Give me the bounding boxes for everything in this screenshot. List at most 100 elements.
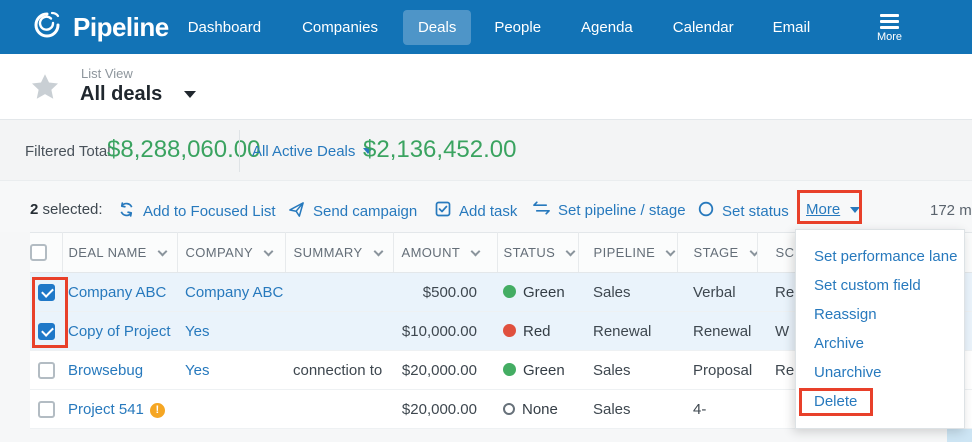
nav-more-button[interactable]: More [877,12,902,43]
caret-down-icon [850,206,861,213]
select-all-checkbox[interactable] [30,244,47,262]
row-checkbox[interactable] [37,322,55,340]
filtered-total-value: $8,288,060.00 [107,136,261,163]
focused-list-icon [118,201,135,222]
more-actions-button[interactable]: More [806,201,861,218]
deal-scope-dropdown[interactable]: All Active Deals [252,143,374,160]
warning-icon [149,402,165,418]
deal-link[interactable]: Browsebug [68,361,144,379]
pipeline-cell: Renewal [578,311,677,351]
menu-item-set-performance-lane[interactable]: Set performance lane [814,248,958,265]
chevron-down-icon [749,246,756,257]
pipeline-cell: Sales [578,389,677,429]
nav-item-dashboard[interactable]: Dashboard [187,18,262,36]
nav-item-email[interactable]: Email [772,18,811,36]
menu-item-reassign[interactable]: Reassign [814,306,877,323]
selected-count: 2 selected: [30,201,103,218]
star-icon[interactable] [30,72,60,107]
column-header-company[interactable]: COMPANY [177,232,286,273]
summary-cell [285,272,393,312]
stage-cell: Renewal [677,311,757,351]
chevron-down-icon [665,246,676,257]
filtered-total-label: Filtered Total: [25,143,115,160]
row-checkbox[interactable] [37,400,55,418]
totals-strip: Filtered Total: $8,288,060.00 All Active… [0,120,972,181]
top-nav: Pipeline Dashboard Companies Deals Peopl… [0,0,972,54]
caret-down-icon [363,148,374,154]
stage-cell: Proposal [677,350,757,390]
amount-cell: $20,000.00 [393,350,497,390]
pipeline-cell: Sales [578,350,677,390]
status-dot [503,284,516,298]
brand-name: Pipeline [73,11,169,42]
hamburger-icon [879,13,899,29]
deal-link[interactable]: Company ABC [68,283,167,301]
nav-item-calendar[interactable]: Calendar [672,18,734,36]
nav-item-agenda[interactable]: Agenda [581,18,633,36]
more-dropdown-menu: Set performance lane Set custom field Re… [795,229,965,429]
matching-count: 172 ma [930,202,972,219]
task-checkbox-icon [435,201,451,221]
amount-cell: $20,000.00 [393,389,497,429]
send-icon [288,201,305,222]
status-circle-icon [698,201,714,221]
chevron-down-icon [470,246,481,257]
menu-item-set-custom-field[interactable]: Set custom field [814,277,921,294]
column-header-amount[interactable]: AMOUNT [393,232,498,273]
status-dot [503,402,515,415]
nav-item-people[interactable]: People [494,18,542,36]
status-cell: Red [497,311,578,351]
row-checkbox[interactable] [37,361,55,379]
scroll-corner [947,429,972,442]
set-status-button[interactable]: Set status [698,201,789,221]
column-header-pipeline[interactable]: PIPELINE [578,232,678,273]
list-name-dropdown[interactable]: All deals [80,83,197,106]
column-header-deal-name[interactable]: DEAL NAME [62,232,178,273]
status-dot [503,362,516,376]
pipeline-logo-icon [30,9,64,46]
add-task-button[interactable]: Add task [435,201,517,221]
menu-item-delete[interactable]: Delete [814,393,858,410]
column-header-stage[interactable]: STAGE [677,232,758,273]
menu-item-unarchive[interactable]: Unarchive [814,364,882,381]
stage-cell: Verbal [677,272,757,312]
summary-cell: connection to [285,350,393,390]
send-campaign-button[interactable]: Send campaign [288,201,417,222]
select-all-checkbox-cell [30,232,63,273]
swap-arrows-icon [533,201,550,219]
company-link[interactable]: Yes [185,361,210,379]
status-cell: Green [497,350,578,390]
status-dot [503,323,516,337]
deal-link[interactable]: Copy of Project [68,322,171,340]
add-to-focused-list-button[interactable]: Add to Focused List [118,201,276,222]
stage-cell: 4- [677,389,757,429]
status-cell: Green [497,272,578,312]
divider [239,130,240,172]
chevron-down-icon [373,246,383,257]
column-header-summary[interactable]: SUMMARY [285,232,394,273]
chevron-down-icon [157,246,168,257]
caret-down-icon [184,91,197,98]
scope-total-value: $2,136,452.00 [363,136,517,163]
set-pipeline-stage-button[interactable]: Set pipeline / stage [533,201,686,219]
bulk-actions-row: 2 selected: Add to Focused List Send cam… [0,181,972,232]
summary-cell [285,389,393,429]
column-header-status[interactable]: STATUS [497,232,579,273]
nav-item-companies[interactable]: Companies [302,18,378,36]
deal-link[interactable]: Project 541 [68,400,144,418]
table-row: Copy of Project Yes $10,000.00 Red Renew… [30,311,972,351]
amount-cell: $500.00 [393,272,497,312]
nav-item-deals[interactable]: Deals [402,9,472,45]
brand[interactable]: Pipeline [30,9,169,46]
pipeline-cell: Sales [578,272,677,312]
menu-item-archive[interactable]: Archive [814,335,865,352]
list-view-label: List View [81,66,133,81]
chevron-down-icon [565,246,576,257]
summary-cell [285,311,393,351]
nav-more-label: More [876,30,902,43]
company-link[interactable]: Yes [185,322,210,340]
row-checkbox[interactable] [37,283,55,301]
company-link[interactable]: Company ABC [185,283,284,301]
chevron-down-icon [263,246,274,257]
amount-cell: $10,000.00 [393,311,497,351]
